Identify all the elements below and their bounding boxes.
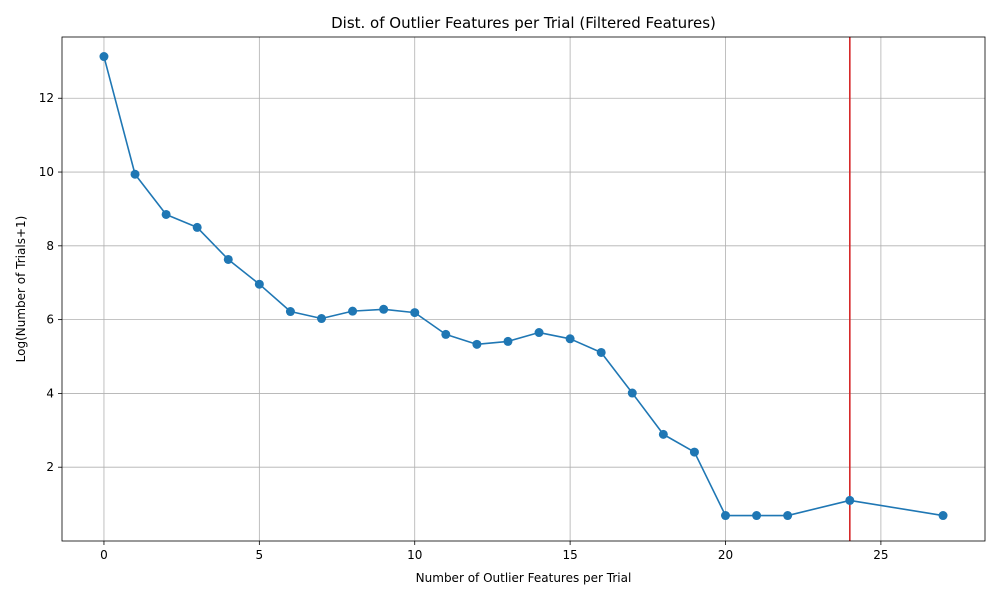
x-axis-label: Number of Outlier Features per Trial: [416, 571, 632, 585]
series-line: [103, 56, 944, 517]
data-point: [658, 429, 668, 439]
x-tick-label: 15: [562, 548, 577, 562]
data-point: [348, 306, 358, 316]
data-point: [254, 279, 264, 289]
data-point: [752, 511, 762, 521]
data-point: [472, 339, 482, 349]
y-tick-label: 10: [39, 165, 54, 179]
x-tick-label: 10: [407, 548, 422, 562]
data-point: [130, 169, 140, 179]
data-point: [192, 222, 202, 232]
data-point: [285, 307, 295, 317]
y-tick-label: 8: [46, 239, 54, 253]
y-tick-label: 4: [46, 386, 54, 400]
data-point: [783, 511, 793, 521]
data-point: [721, 511, 731, 521]
data-point: [316, 314, 326, 324]
data-point: [161, 209, 171, 219]
x-tick-label: 0: [100, 548, 108, 562]
y-tick-label: 6: [46, 313, 54, 327]
chart-title: Dist. of Outlier Features per Trial (Fil…: [331, 14, 716, 32]
data-point: [689, 447, 699, 457]
data-point: [410, 308, 420, 318]
x-tick-label: 20: [718, 548, 733, 562]
data-point: [565, 334, 575, 344]
data-point: [99, 52, 109, 62]
y-axis-label: Log(Number of Trials+1): [14, 216, 28, 363]
data-point: [596, 347, 606, 357]
axes-frame: [61, 36, 986, 542]
x-tick-label: 5: [256, 548, 264, 562]
data-point: [845, 495, 855, 505]
data-point: [503, 336, 513, 346]
data-point: [379, 304, 389, 314]
data-point: [534, 328, 544, 338]
data-point: [441, 329, 451, 339]
data-point: [938, 511, 948, 521]
y-tick-label: 2: [46, 460, 54, 474]
series-layer: [99, 52, 948, 521]
axis-ticks: 0 5 10 15 20 25 2 4 6 8 10 12: [39, 91, 889, 562]
y-tick-label: 12: [39, 91, 54, 105]
data-point: [627, 388, 637, 398]
grid-lines: [62, 37, 985, 541]
x-tick-label: 25: [873, 548, 888, 562]
data-point: [223, 254, 233, 264]
